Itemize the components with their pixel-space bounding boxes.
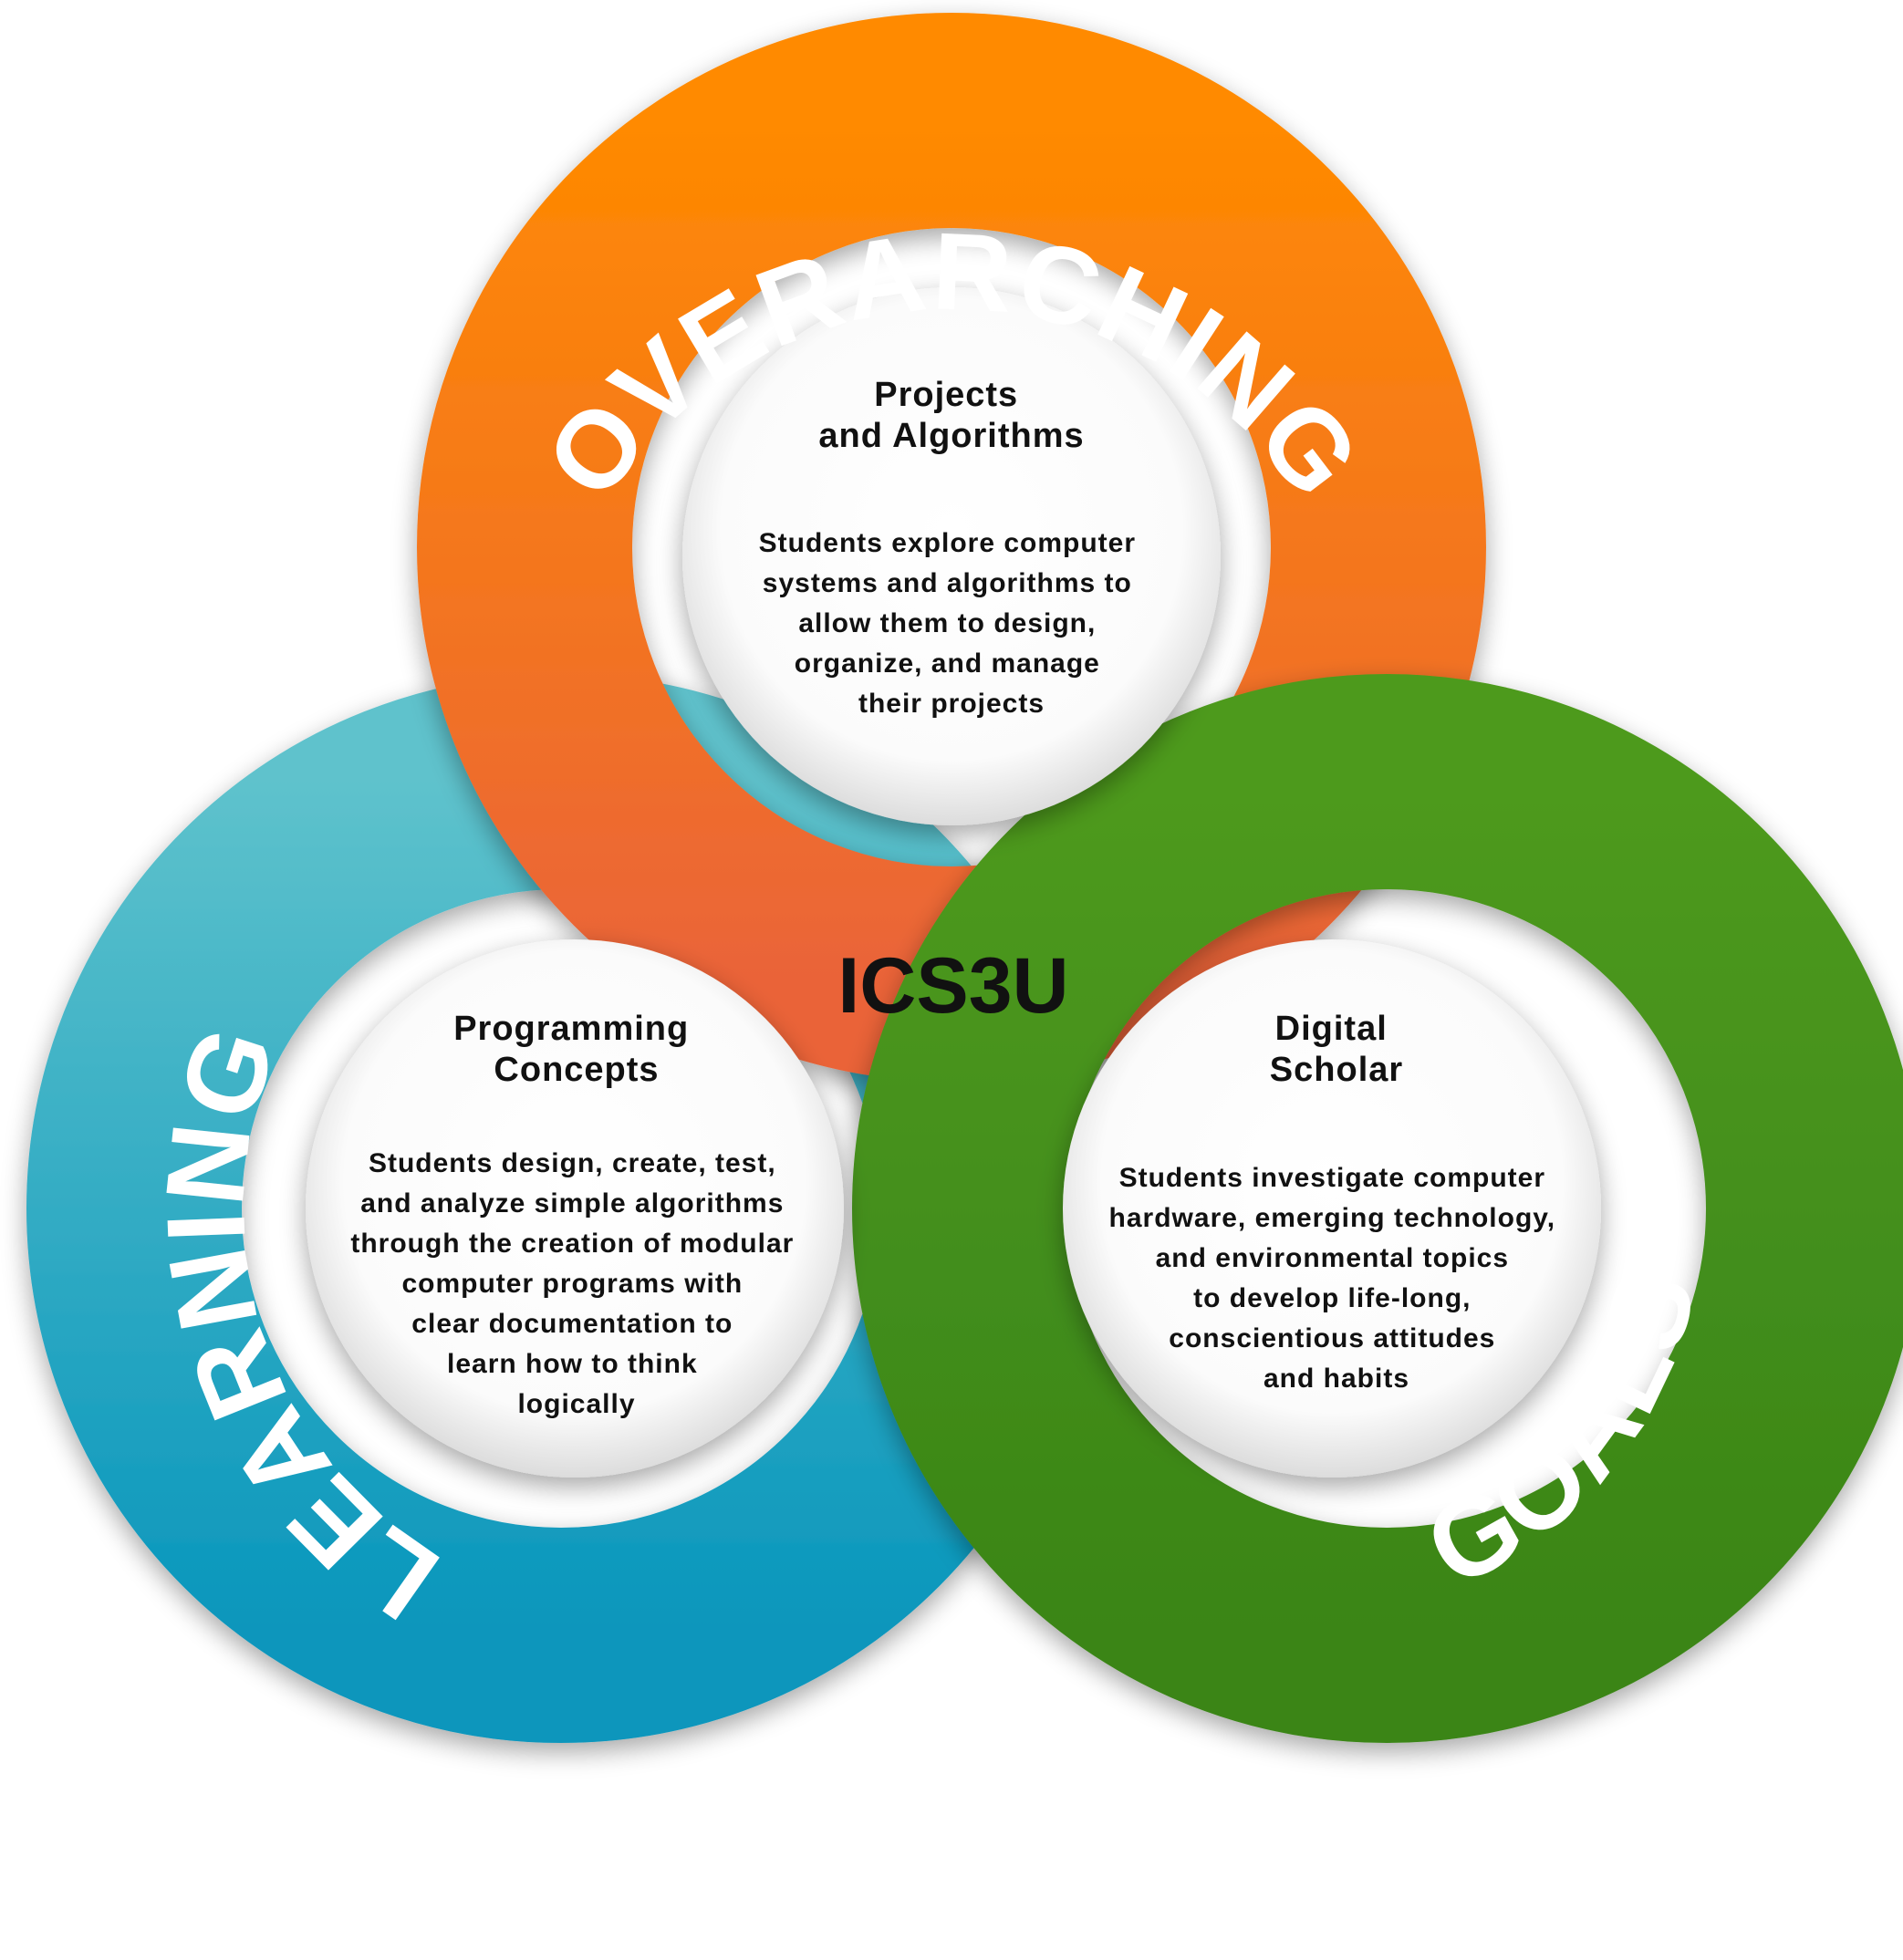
- card-right-title: Digital Scholar: [1270, 1010, 1403, 1089]
- card-top-body: Students explore computer systems and al…: [759, 528, 1145, 719]
- card-right-body-line: to develop life-long,: [1193, 1283, 1471, 1313]
- card-top-title: Projects and Algorithms: [818, 376, 1084, 455]
- center-code: ICS3U: [837, 942, 1068, 1030]
- card-left-title: Programming Concepts: [453, 1010, 700, 1089]
- card-right-body-line: and environmental topics: [1156, 1243, 1509, 1273]
- card-top-body-line: their projects: [858, 689, 1045, 719]
- card-top: Projects and Algorithms Students explore…: [759, 376, 1145, 719]
- card-right-body-line: conscientious attitudes: [1169, 1323, 1495, 1353]
- card-left: Programming Concepts Students design, cr…: [350, 1010, 802, 1419]
- card-left-body: Students design, create, test, and analy…: [350, 1148, 802, 1419]
- card-left-title-line: Programming: [453, 1010, 689, 1048]
- card-right-title-line: Digital: [1275, 1010, 1388, 1048]
- card-left-body-line: Students design, create, test,: [369, 1148, 776, 1178]
- card-top-title-line: Projects: [874, 376, 1018, 414]
- card-top-body-line: organize, and manage: [795, 648, 1100, 679]
- card-top-body-line: allow them to design,: [798, 608, 1096, 638]
- card-right-body-line: hardware, emerging technology,: [1109, 1203, 1556, 1233]
- card-right-body-line: and habits: [1263, 1364, 1409, 1394]
- card-left-body-line: learn how to think: [447, 1349, 698, 1379]
- card-top-body-line: systems and algorithms to: [763, 568, 1132, 598]
- card-left-title-line: Concepts: [494, 1051, 659, 1089]
- card-top-title-line: and Algorithms: [818, 417, 1084, 455]
- card-left-body-line: logically: [517, 1389, 635, 1419]
- card-left-circle: [306, 939, 844, 1478]
- ring-goals: [852, 674, 1903, 1743]
- card-right-circle: [1063, 939, 1601, 1478]
- card-right-title-line: Scholar: [1270, 1051, 1403, 1089]
- card-top-body-line: Students explore computer: [759, 528, 1136, 558]
- card-left-body-line: through the creation of modular: [350, 1229, 794, 1259]
- card-top-circle: [682, 287, 1221, 825]
- card-left-body-line: computer programs with: [401, 1269, 743, 1299]
- card-left-body-line: clear documentation to: [411, 1309, 733, 1339]
- card-left-body-line: and analyze simple algorithms: [360, 1188, 784, 1219]
- card-right-body-line: Students investigate computer: [1119, 1163, 1545, 1193]
- card-right: Digital Scholar Students investigate com…: [1109, 1010, 1565, 1394]
- card-right-body: Students investigate computer hardware, …: [1109, 1163, 1565, 1394]
